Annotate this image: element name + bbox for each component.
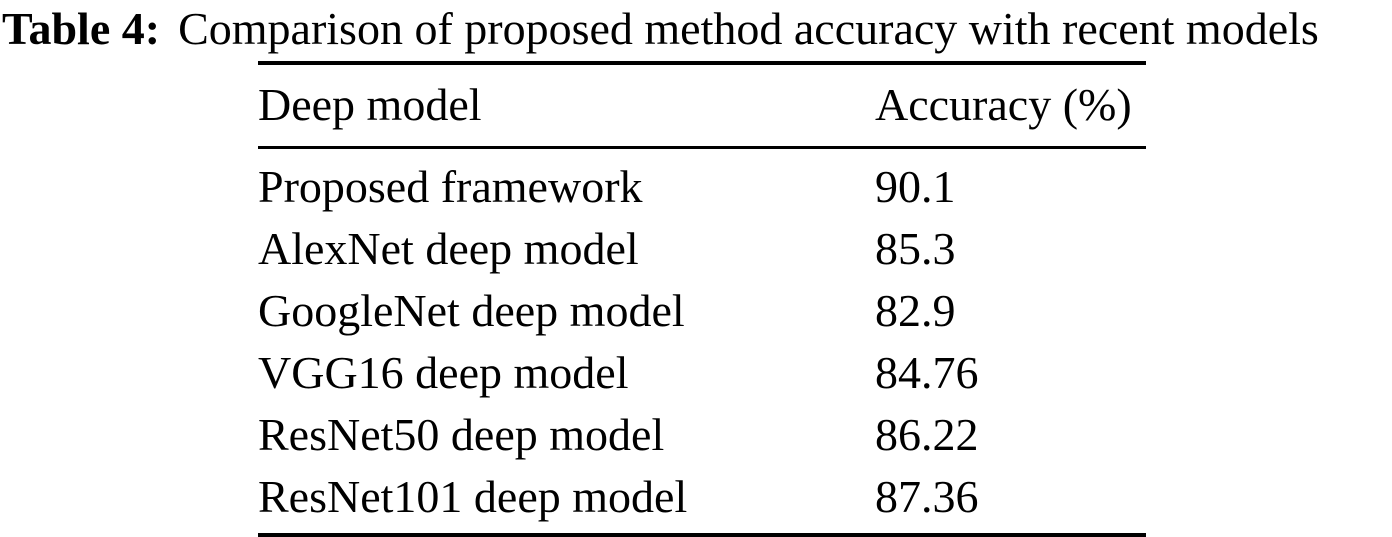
results-table: Deep model Accuracy (%) Proposed framewo… bbox=[258, 61, 1146, 537]
model-cell: ResNet50 deep model bbox=[258, 408, 665, 460]
table-row: AlexNet deep model 85.3 bbox=[258, 217, 1146, 279]
model-cell: ResNet101 deep model bbox=[258, 470, 688, 522]
accuracy-cell: 82.9 bbox=[875, 284, 956, 336]
accuracy-cell: 84.76 bbox=[875, 346, 979, 398]
table-caption: Table 4: Comparison of proposed method ac… bbox=[2, 1, 1319, 57]
model-cell: AlexNet deep model bbox=[258, 222, 639, 274]
table-row: ResNet101 deep model 87.36 bbox=[258, 465, 1146, 535]
table-header-row: Deep model Accuracy (%) bbox=[258, 63, 1146, 149]
accuracy-cell: 90.1 bbox=[875, 160, 956, 212]
column-header-model: Deep model bbox=[258, 63, 875, 149]
table-row: VGG16 deep model 84.76 bbox=[258, 341, 1146, 403]
model-cell: Proposed framework bbox=[258, 160, 643, 212]
accuracy-cell: 87.36 bbox=[875, 470, 979, 522]
table-row: GoogleNet deep model 82.9 bbox=[258, 279, 1146, 341]
table-row: ResNet50 deep model 86.22 bbox=[258, 403, 1146, 465]
accuracy-cell: 85.3 bbox=[875, 222, 956, 274]
table-row: Proposed framework 90.1 bbox=[258, 148, 1146, 218]
model-cell: GoogleNet deep model bbox=[258, 284, 685, 336]
caption-label: Table 4: bbox=[2, 3, 161, 54]
paper-page: { "caption": { "label": "Table 4:", "tex… bbox=[2, 1, 1319, 537]
accuracy-cell: 86.22 bbox=[875, 408, 979, 460]
caption-text: Comparison of proposed method accuracy w… bbox=[178, 3, 1319, 54]
model-cell: VGG16 deep model bbox=[258, 346, 629, 398]
column-header-accuracy: Accuracy (%) bbox=[875, 63, 1146, 149]
